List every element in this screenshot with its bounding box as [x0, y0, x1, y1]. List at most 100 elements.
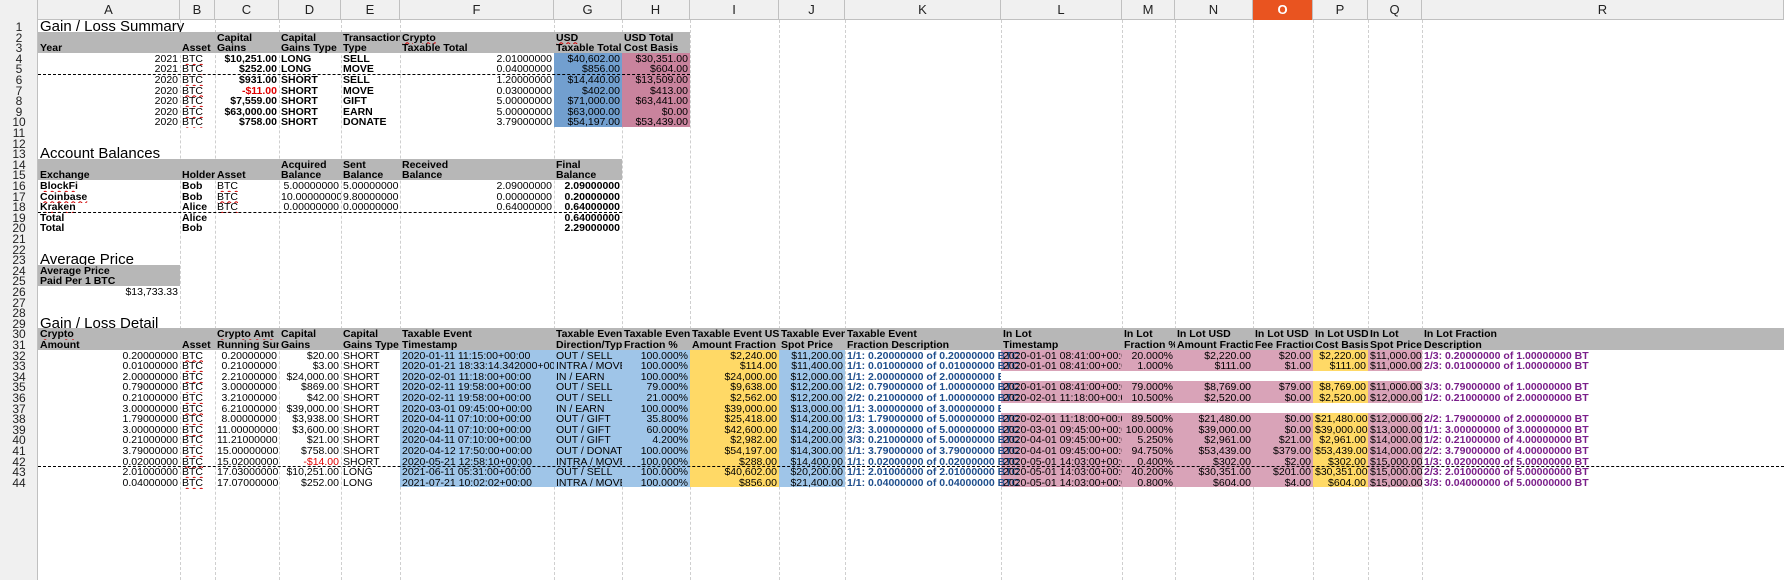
detail-crypto-amount: 0.02000000 [122, 455, 178, 468]
select-all-corner[interactable] [0, 0, 38, 20]
row-header-5[interactable]: 5 [15, 62, 23, 77]
detail-lot-fraction-desc: 1/1: 3.00000000 of 3.00000000 BT [1424, 423, 1589, 436]
row-header-40[interactable]: 40 [12, 433, 26, 448]
column-divider [779, 20, 780, 580]
detail-event-usd-fraction: $2,562.00 [730, 392, 777, 404]
detail-event-spot-price: $11,400.00 [791, 360, 843, 373]
summary-gains-type: LONG [281, 63, 312, 76]
header-received-2: Balance [402, 169, 443, 182]
column-header-r[interactable]: R [1422, 0, 1784, 20]
column-header-k[interactable]: K [845, 0, 1001, 20]
column-header-h[interactable]: H [622, 0, 690, 20]
row-header-25[interactable]: 25 [12, 274, 26, 289]
detail-asset: BTC [182, 349, 203, 362]
column-header-d[interactable]: D [279, 0, 341, 20]
row-header-20[interactable]: 20 [12, 221, 26, 236]
detail-lot-cost-basis: $2,520.00 [1319, 392, 1366, 404]
column-header-i[interactable]: I [690, 0, 779, 20]
row-header-35[interactable]: 35 [12, 380, 26, 395]
detail-asset: BTC [182, 476, 203, 489]
column-divider [845, 20, 846, 580]
row-header-17[interactable]: 17 [12, 189, 26, 204]
summary-gains-type: SHORT [281, 84, 318, 97]
row-header-26[interactable]: 26 [12, 285, 26, 299]
row-header-2[interactable]: 2 [15, 30, 23, 45]
detail-event-fraction-desc: 1/1: 0.20000000 of 0.20000000 BTC [847, 349, 1020, 362]
detail-header-b-2: Asset [182, 339, 211, 351]
row-header-13[interactable]: 13 [12, 147, 26, 162]
row-header-36[interactable]: 36 [12, 391, 26, 405]
column-header-p[interactable]: P [1313, 0, 1368, 20]
detail-event-direction: OUT / DONATE [556, 445, 622, 457]
summary-year: 2020 [154, 116, 178, 129]
detail-event-spot-price: $12,200.00 [790, 392, 843, 404]
row-header-38[interactable]: 38 [12, 412, 26, 427]
row-header-31[interactable]: 31 [12, 338, 26, 352]
row-header-10[interactable]: 10 [12, 115, 26, 130]
row-header-33[interactable]: 33 [12, 359, 26, 374]
column-divider [1368, 20, 1369, 580]
detail-capital-gains: $758.00 [301, 445, 339, 457]
row-header-37[interactable]: 37 [12, 401, 26, 416]
detail-running-sum: 11.21000000 [217, 434, 278, 447]
detail-asset: BTC [182, 392, 203, 404]
row-header-21[interactable]: 21 [12, 232, 26, 246]
row-header-16[interactable]: 16 [12, 179, 26, 193]
row-header-39[interactable]: 39 [12, 422, 26, 437]
column-header-o[interactable]: O [1253, 0, 1313, 20]
row-header-29[interactable]: 29 [12, 316, 26, 331]
detail-lot-fraction-desc: 2/2: 1.79000000 of 2.00000000 BT [1424, 413, 1589, 426]
balance-holder: Bob [182, 180, 203, 192]
column-header-b[interactable]: B [180, 0, 215, 20]
row-header-1[interactable]: 1 [15, 20, 23, 34]
detail-crypto-amount: 3.79000000 [122, 445, 178, 457]
column-header-c[interactable]: C [215, 0, 279, 20]
balance-exchange: Coinbase [40, 190, 88, 203]
row-header-8[interactable]: 8 [15, 94, 23, 109]
detail-lot-fraction-desc: 2/3: 0.01000000 of 1.00000000 BT [1424, 360, 1589, 373]
row-header-41[interactable]: 41 [12, 444, 26, 458]
row-header-44[interactable]: 44 [12, 475, 26, 490]
detail-asset: BTC [182, 466, 203, 479]
row-header-28[interactable]: 28 [12, 306, 26, 321]
column-header-f[interactable]: F [400, 0, 554, 20]
row-header-11[interactable]: 11 [12, 126, 26, 140]
column-header-q[interactable]: Q [1368, 0, 1422, 20]
detail-lot-fee-fraction: $379.00 [1273, 445, 1311, 457]
row-header-23[interactable]: 23 [12, 253, 26, 268]
row-header-43[interactable]: 43 [12, 465, 26, 480]
row-header-9[interactable]: 9 [15, 104, 23, 119]
row-header-18[interactable]: 18 [12, 200, 26, 215]
row-header-27[interactable]: 27 [12, 295, 26, 310]
row-header-12[interactable]: 12 [12, 136, 26, 151]
detail-header-f-2: Timestamp [402, 339, 458, 351]
column-header-l[interactable]: L [1001, 0, 1122, 20]
column-header-e[interactable]: E [341, 0, 400, 20]
row-header-34[interactable]: 34 [12, 369, 26, 384]
row-header-32[interactable]: 32 [12, 348, 26, 363]
detail-lot-spot-price: $12,000.00 [1370, 413, 1422, 426]
row-header-14[interactable]: 14 [12, 157, 26, 172]
row-header-6[interactable]: 6 [15, 73, 23, 87]
row-header-24[interactable]: 24 [12, 263, 26, 278]
detail-header-k-2: Fraction Description [847, 339, 950, 351]
row-header-15[interactable]: 15 [12, 168, 26, 183]
column-header-m[interactable]: M [1122, 0, 1175, 20]
row-header-3[interactable]: 3 [15, 41, 23, 56]
row-header-30[interactable]: 30 [12, 327, 26, 342]
detail-event-timestamp: 2020-04-11 07:10:00+00:00 [402, 413, 532, 426]
row-header-7[interactable]: 7 [15, 83, 23, 98]
row-header-22[interactable]: 22 [12, 242, 26, 257]
row-header-4[interactable]: 4 [15, 51, 23, 66]
row-header-19[interactable]: 19 [12, 210, 26, 225]
detail-lot-fraction: 20.000% [1131, 349, 1173, 362]
detail-running-sum: 15.02000000 [217, 455, 279, 468]
column-header-g[interactable]: G [554, 0, 622, 20]
column-header-j[interactable]: J [779, 0, 845, 20]
detail-event-spot-price: $13,000.00 [790, 402, 843, 415]
detail-header-n-2: Amount Fraction [1177, 339, 1253, 351]
row-header-42[interactable]: 42 [12, 454, 26, 469]
header-asset-bal: Asset [217, 169, 246, 182]
column-header-a[interactable]: A [38, 0, 180, 20]
column-header-n[interactable]: N [1175, 0, 1253, 20]
